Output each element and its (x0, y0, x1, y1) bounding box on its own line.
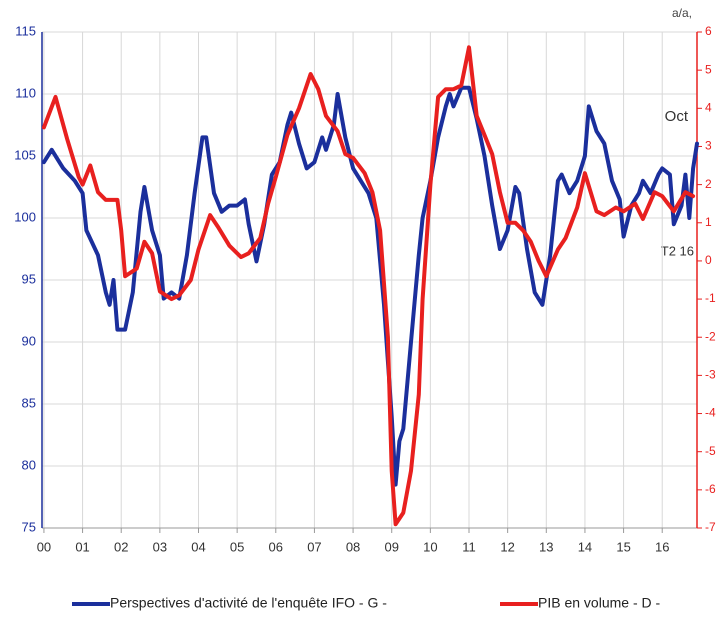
y-tick-label: 115 (15, 23, 36, 38)
y-tick-label: 105 (14, 147, 36, 162)
y2-tick-label: 4 (705, 100, 712, 114)
x-tick-label: 07 (307, 539, 321, 554)
y-tick-label: 85 (22, 395, 36, 410)
y2-tick-label: -2 (705, 329, 716, 343)
x-tick-label: 15 (616, 539, 630, 554)
x-tick-label: 01 (75, 539, 89, 554)
x-tick-label: 16 (655, 539, 669, 554)
y2-tick-label: -3 (705, 368, 716, 382)
x-tick-label: 06 (269, 539, 283, 554)
y2-tick-label: 2 (705, 177, 712, 191)
x-tick-label: 05 (230, 539, 244, 554)
legend-label: PIB en volume - D - (538, 595, 660, 611)
y2-tick-label: 3 (705, 139, 712, 153)
x-tick-label: 00 (37, 539, 51, 554)
y-tick-label: 75 (22, 519, 36, 534)
x-tick-label: 09 (384, 539, 398, 554)
y2-tick-label: -6 (705, 482, 716, 496)
y2-axis-label: a/a, (672, 6, 692, 20)
y-tick-label: 100 (14, 209, 36, 224)
series-line (41, 45, 696, 527)
legend-label: Perspectives d'activité de l'enquête IFO… (110, 595, 387, 611)
x-tick-label: 11 (462, 539, 476, 554)
x-tick-label: 03 (153, 539, 167, 554)
y2-tick-label: 5 (705, 62, 712, 76)
x-tick-label: 13 (539, 539, 553, 554)
y-tick-label: 80 (22, 457, 36, 472)
annotation: Oct (665, 108, 689, 125)
x-tick-label: 14 (578, 539, 592, 554)
y-tick-label: 90 (22, 333, 36, 348)
y2-tick-label: -1 (705, 291, 716, 305)
y2-tick-label: -4 (705, 406, 716, 420)
x-tick-label: 04 (191, 539, 205, 554)
y2-tick-label: 0 (705, 253, 712, 267)
x-tick-label: 10 (423, 539, 437, 554)
y2-tick-label: -7 (705, 520, 716, 534)
y-tick-label: 110 (15, 85, 36, 100)
y2-tick-label: -5 (705, 444, 716, 458)
y-tick-label: 95 (22, 271, 36, 286)
y2-tick-label: 6 (705, 24, 712, 38)
y2-tick-label: 1 (705, 215, 712, 229)
x-tick-label: 12 (500, 539, 514, 554)
annotation: T2 16 (661, 243, 694, 258)
x-tick-label: 02 (114, 539, 128, 554)
x-tick-label: 08 (346, 539, 360, 554)
